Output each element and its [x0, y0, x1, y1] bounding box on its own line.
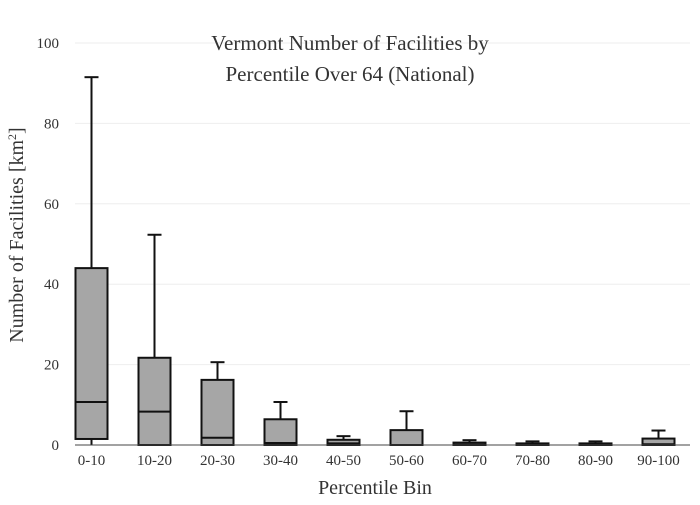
y-tick-label-20: 20 [44, 358, 59, 374]
x-tick-label-20-30: 20-30 [200, 453, 235, 469]
x-tick-label-80-90: 80-90 [578, 453, 613, 469]
x-tick-label-30-40: 30-40 [263, 453, 298, 469]
box-0-10 [74, 76, 109, 445]
box-30-40 [263, 400, 298, 447]
x-tick-label-50-60: 50-60 [389, 453, 424, 469]
y-tick-label-60: 60 [44, 197, 59, 213]
box-90-100 [641, 429, 676, 446]
box-10-20 [137, 233, 172, 446]
x-tick-label-10-20: 10-20 [137, 453, 172, 469]
box-60-70 [452, 439, 487, 447]
grid-layer [75, 42, 690, 366]
y-tick-label-80: 80 [44, 116, 59, 132]
y-tick-label-0: 0 [52, 438, 60, 454]
box-70-80 [515, 440, 550, 446]
y-tick-label-40: 40 [44, 277, 59, 293]
box-iqr [389, 429, 424, 447]
y-axis-title-main: Number of Facilities [km [6, 140, 28, 343]
x-axis-title: Percentile Bin [318, 477, 432, 499]
y-tick-label-100: 100 [37, 36, 60, 52]
box-50-60 [389, 410, 424, 447]
x-tick-label-70-80: 70-80 [515, 453, 550, 469]
x-tick-labels: 0-10 10-20 20-30 30-40 40-50 50-60 60-70 70-80 8… [78, 453, 680, 469]
x-tick-label-40-50: 40-50 [326, 453, 361, 469]
chart-title-line-1: Vermont Number of Facilities by [211, 31, 489, 55]
box-80-90 [578, 440, 613, 446]
box-iqr [137, 356, 172, 446]
x-tick-label-90-100: 90-100 [637, 453, 680, 469]
x-tick-label-60-70: 60-70 [452, 453, 487, 469]
y-axis-title-superscript: 2 [5, 134, 19, 140]
box-20-30 [200, 361, 235, 447]
box-iqr [74, 267, 109, 440]
chart-title-line-2: Percentile Over 64 (National) [226, 62, 475, 86]
boxes-layer [74, 76, 676, 447]
y-tick-labels: 0 20 40 60 80 100 [37, 36, 60, 454]
y-axis-title-end: ] [6, 127, 28, 134]
box-40-50 [326, 435, 361, 446]
x-tick-label-0-10: 0-10 [78, 453, 106, 469]
box-iqr [200, 378, 235, 447]
box-iqr [263, 418, 298, 447]
y-axis-title: Number of Facilities [km2] [5, 127, 28, 342]
